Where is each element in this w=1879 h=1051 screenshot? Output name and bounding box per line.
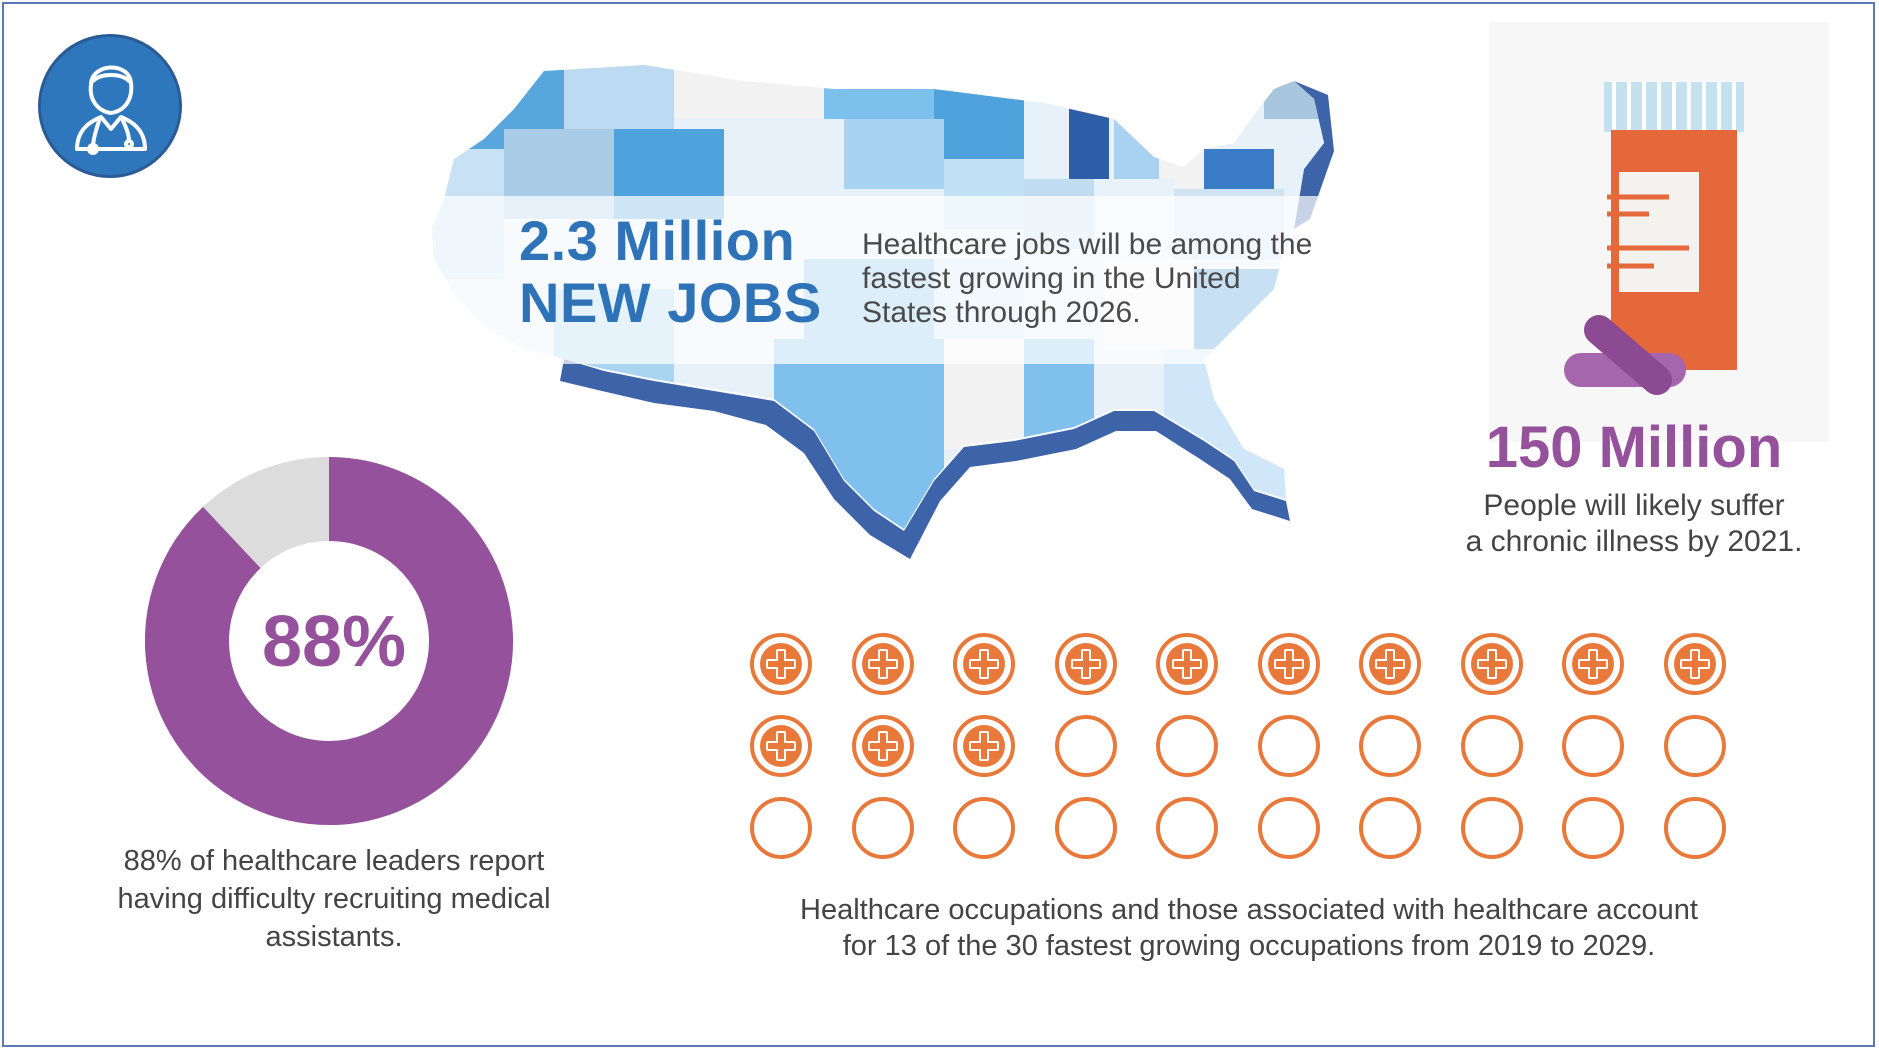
jobs-headline-line1: 2.3 Million <box>519 209 796 272</box>
medical-cross-icon <box>1256 631 1322 697</box>
empty-circle-icon <box>1053 713 1119 779</box>
jobs-headline: 2.3 Million NEW JOBS <box>519 210 822 334</box>
empty-circle-icon <box>1662 713 1728 779</box>
donut-chart <box>145 457 513 825</box>
empty-circle-icon <box>1154 713 1220 779</box>
leaders-description: 88% of healthcare leaders report having … <box>84 842 584 956</box>
medical-cross-icon <box>748 631 814 697</box>
medical-cross-icon <box>748 713 814 779</box>
medical-cross-icon <box>1662 631 1728 697</box>
medical-cross-icon <box>1459 631 1525 697</box>
empty-circle-icon <box>748 795 814 861</box>
medical-cross-icon <box>850 631 916 697</box>
empty-circle-icon <box>1154 795 1220 861</box>
empty-circle-icon <box>1256 713 1322 779</box>
medical-cross-icon <box>1357 631 1423 697</box>
medical-cross-icon <box>951 713 1017 779</box>
jobs-headline-line2: NEW JOBS <box>519 271 822 334</box>
empty-circle-icon <box>1357 713 1423 779</box>
empty-circle-icon <box>1560 713 1626 779</box>
empty-circle-icon <box>1053 795 1119 861</box>
leaders-description-line3: assistants. <box>265 921 403 953</box>
donut-percent-label: 88% <box>261 602 407 682</box>
jobs-banner <box>424 196 1344 364</box>
empty-circle-icon <box>1560 795 1626 861</box>
empty-circle-icon <box>1662 795 1728 861</box>
medical-cross-icon <box>850 713 916 779</box>
empty-circle-icon <box>1459 713 1525 779</box>
jobs-description: Healthcare jobs will be among the fastes… <box>862 228 1313 329</box>
occupations-description-line1: Healthcare occupations and those associa… <box>800 894 1698 926</box>
doctor-icon <box>38 34 182 178</box>
chronic-description: People will likely suffer a chronic illn… <box>1424 488 1844 560</box>
empty-circle-icon <box>850 795 916 861</box>
chronic-headline: 150 Million <box>1485 415 1783 480</box>
occupations-description-line2: for 13 of the 30 fastest growing occupat… <box>842 930 1656 962</box>
occupations-description: Healthcare occupations and those associa… <box>724 892 1774 964</box>
empty-circle-icon <box>951 795 1017 861</box>
donut-arc <box>145 457 513 825</box>
chronic-description-line1: People will likely suffer <box>1483 489 1785 522</box>
empty-circle-icon <box>1357 795 1423 861</box>
medical-cross-icon <box>1154 631 1220 697</box>
empty-circle-icon <box>1256 795 1322 861</box>
medical-cross-icon <box>1560 631 1626 697</box>
leaders-description-line1: 88% of healthcare leaders report <box>123 845 545 877</box>
medical-cross-icon <box>1053 631 1119 697</box>
leaders-description-line2: having difficulty recruiting medical <box>117 883 551 915</box>
pill-bottle-icon <box>1489 22 1829 442</box>
medical-cross-icon <box>951 631 1017 697</box>
chronic-description-line2: a chronic illness by 2021. <box>1465 525 1803 558</box>
empty-circle-icon <box>1459 795 1525 861</box>
occupation-icon-grid <box>748 631 1738 871</box>
